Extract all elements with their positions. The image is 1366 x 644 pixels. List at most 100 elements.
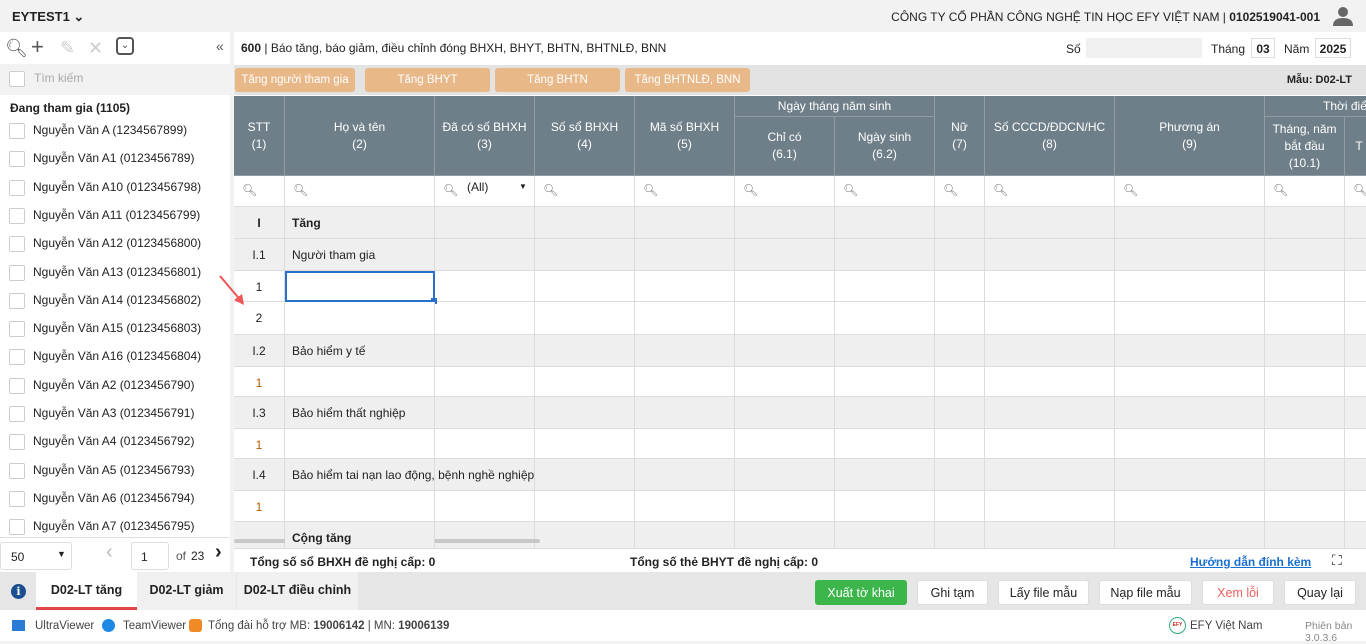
edit-icon[interactable]: ✎ bbox=[60, 38, 76, 58]
table-cell[interactable] bbox=[835, 522, 935, 548]
table-cell[interactable] bbox=[935, 335, 985, 367]
table-cell[interactable] bbox=[1345, 367, 1366, 397]
table-cell[interactable] bbox=[985, 367, 1115, 397]
info-icon[interactable]: i bbox=[11, 584, 26, 599]
table-cell[interactable] bbox=[1345, 459, 1366, 491]
table-cell[interactable] bbox=[635, 239, 735, 271]
column-header[interactable]: T bbox=[1345, 117, 1366, 176]
table-cell[interactable] bbox=[635, 271, 735, 302]
table-cell[interactable] bbox=[1115, 459, 1265, 491]
table-cell[interactable] bbox=[935, 397, 985, 429]
stt-cell[interactable]: 2 bbox=[234, 302, 285, 335]
employee-checkbox[interactable] bbox=[9, 321, 25, 338]
table-cell[interactable] bbox=[535, 239, 635, 271]
next-page-icon[interactable]: › bbox=[215, 541, 222, 563]
employee-checkbox[interactable] bbox=[9, 207, 25, 224]
table-cell[interactable] bbox=[835, 335, 935, 367]
table-cell[interactable] bbox=[985, 459, 1115, 491]
table-cell[interactable] bbox=[1345, 429, 1366, 459]
table-cell[interactable] bbox=[835, 459, 935, 491]
table-cell[interactable] bbox=[535, 397, 635, 429]
table-cell[interactable] bbox=[1345, 271, 1366, 302]
get-template-button[interactable]: Lấy file mẫu bbox=[998, 580, 1089, 605]
table-cell[interactable] bbox=[1345, 239, 1366, 271]
tab-tang-nguoi-tham-gia[interactable]: Tăng người tham gia bbox=[235, 68, 355, 92]
employee-checkbox[interactable] bbox=[9, 377, 25, 394]
table-cell[interactable] bbox=[735, 491, 835, 522]
tab-d02-tang[interactable]: D02-LT tăng bbox=[36, 572, 137, 610]
table-cell[interactable] bbox=[735, 302, 835, 335]
table-cell[interactable] bbox=[835, 207, 935, 239]
back-button[interactable]: Quay lại bbox=[1284, 580, 1356, 605]
table-cell[interactable] bbox=[1115, 239, 1265, 271]
guide-link[interactable]: Hướng dẫn đính kèm bbox=[1190, 555, 1312, 569]
dropdown-menu-icon[interactable]: ⌄ bbox=[116, 37, 134, 55]
table-cell[interactable] bbox=[535, 491, 635, 522]
table-cell[interactable] bbox=[1115, 271, 1265, 302]
table-cell[interactable] bbox=[535, 459, 635, 491]
table-cell[interactable] bbox=[835, 239, 935, 271]
sidebar-employee-item[interactable]: Nguyễn Văn A15 (0123456803) bbox=[0, 316, 230, 344]
name-cell[interactable]: Người tham gia bbox=[285, 239, 435, 271]
employee-checkbox[interactable] bbox=[9, 123, 25, 139]
name-cell[interactable]: Cộng tăng bbox=[285, 522, 435, 548]
table-cell[interactable] bbox=[985, 522, 1115, 548]
stt-cell[interactable]: 1 bbox=[234, 429, 285, 459]
employee-checkbox[interactable] bbox=[9, 264, 25, 281]
prev-page-icon[interactable]: ‹ bbox=[106, 541, 113, 563]
table-cell[interactable] bbox=[735, 429, 835, 459]
stt-cell[interactable]: I.4 bbox=[234, 459, 285, 491]
column-filter[interactable]: 🔍︎ bbox=[635, 176, 735, 207]
table-cell[interactable] bbox=[435, 397, 535, 429]
employee-checkbox[interactable] bbox=[9, 519, 25, 536]
delete-icon[interactable]: ✕ bbox=[88, 38, 104, 58]
table-cell[interactable] bbox=[735, 522, 835, 548]
column-header[interactable]: Họ và tên (2) bbox=[285, 96, 435, 176]
sidebar-employee-item[interactable]: Nguyễn Văn A2 (0123456790) bbox=[0, 373, 230, 401]
table-cell[interactable] bbox=[1265, 367, 1345, 397]
select-all-checkbox[interactable] bbox=[9, 71, 25, 87]
table-cell[interactable] bbox=[635, 522, 735, 548]
column-filter[interactable]: 🔍︎ bbox=[935, 176, 985, 207]
table-cell[interactable] bbox=[735, 367, 835, 397]
table-cell[interactable] bbox=[635, 459, 735, 491]
table-cell[interactable] bbox=[835, 302, 935, 335]
table-cell[interactable] bbox=[935, 271, 985, 302]
table-cell[interactable] bbox=[1265, 302, 1345, 335]
load-template-button[interactable]: Nạp file mẫu bbox=[1099, 580, 1192, 605]
column-header[interactable]: Phương án (9) bbox=[1115, 96, 1265, 176]
table-cell[interactable] bbox=[985, 429, 1115, 459]
table-cell[interactable] bbox=[935, 302, 985, 335]
table-cell[interactable] bbox=[1345, 302, 1366, 335]
table-cell[interactable] bbox=[985, 207, 1115, 239]
table-cell[interactable] bbox=[835, 429, 935, 459]
table-cell[interactable] bbox=[435, 429, 535, 459]
employee-checkbox[interactable] bbox=[9, 490, 25, 507]
column-header[interactable]: STT (1) bbox=[234, 96, 285, 176]
column-filter[interactable]: 🔍︎ (All) ▼ bbox=[435, 176, 535, 207]
sidebar-employee-item[interactable]: Nguyễn Văn A4 (0123456792) bbox=[0, 429, 230, 457]
sidebar-employee-item[interactable]: Nguyễn Văn A10 (0123456798) bbox=[0, 175, 230, 203]
table-cell[interactable] bbox=[1345, 207, 1366, 239]
table-cell[interactable] bbox=[1265, 239, 1345, 271]
search-icon[interactable]: 🔍︎ bbox=[5, 38, 28, 58]
employee-checkbox[interactable] bbox=[9, 406, 25, 422]
table-cell[interactable] bbox=[1265, 271, 1345, 302]
stt-cell[interactable]: 1 bbox=[234, 491, 285, 522]
table-cell[interactable] bbox=[635, 302, 735, 335]
employee-checkbox[interactable] bbox=[9, 292, 25, 309]
stt-cell[interactable]: I bbox=[234, 207, 285, 239]
table-cell[interactable] bbox=[535, 271, 635, 302]
column-filter[interactable]: 🔍︎ bbox=[1265, 176, 1345, 207]
column-header[interactable]: Số sổ BHXH (4) bbox=[535, 96, 635, 176]
sidebar-employee-item[interactable]: Nguyễn Văn A7 (0123456795) bbox=[0, 514, 230, 542]
table-cell[interactable] bbox=[435, 335, 535, 367]
table-cell[interactable] bbox=[835, 397, 935, 429]
table-cell[interactable] bbox=[1265, 491, 1345, 522]
column-filter[interactable]: 🔍︎ bbox=[1345, 176, 1366, 207]
table-cell[interactable] bbox=[535, 335, 635, 367]
table-cell[interactable] bbox=[635, 335, 735, 367]
table-cell[interactable] bbox=[835, 367, 935, 397]
fill-handle[interactable] bbox=[431, 298, 437, 304]
sidebar-employee-item[interactable]: Nguyễn Văn A3 (0123456791) bbox=[0, 401, 230, 429]
